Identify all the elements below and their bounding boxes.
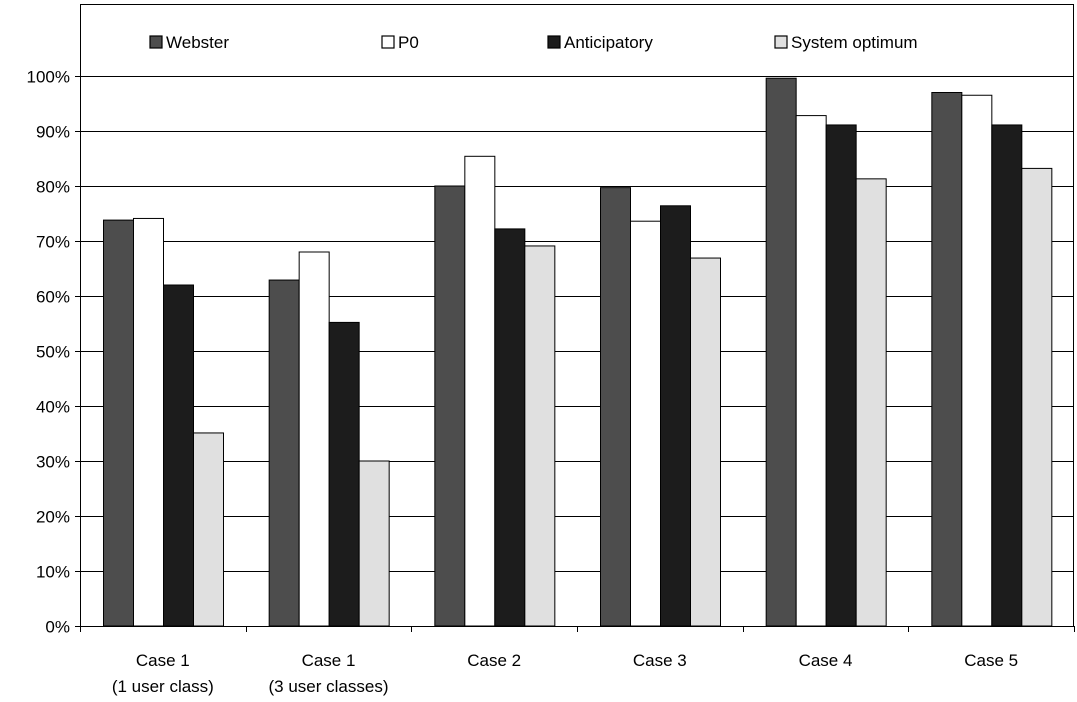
y-tick-label: 100%: [27, 68, 70, 87]
bar: [163, 284, 194, 627]
bar: [855, 178, 887, 627]
bar: [825, 124, 857, 627]
y-tick-label: 30%: [36, 453, 70, 472]
bar: [268, 279, 300, 627]
x-tick-label: (3 user classes): [269, 677, 389, 696]
bar: [524, 245, 556, 627]
bar: [298, 251, 330, 627]
bar: [991, 124, 1023, 627]
bars: [103, 77, 1053, 627]
legend-swatch: [381, 35, 395, 49]
x-tick-label: Case 3: [633, 651, 687, 670]
bar: [931, 92, 963, 627]
legend-swatch: [149, 35, 163, 49]
chart-frame: [80, 4, 1074, 626]
gridlines: [80, 76, 1074, 572]
legend-label: Webster: [166, 33, 229, 52]
bar: [358, 460, 390, 627]
bar: [600, 187, 631, 627]
x-tick-label: (1 user class): [112, 677, 214, 696]
y-axis: 0% 10% 20% 30% 40% 50% 60% 70% 80% 90% 100%: [27, 4, 81, 637]
bar: [464, 155, 496, 627]
bar: [193, 432, 224, 627]
bar: [494, 228, 526, 627]
x-tick-label: Case 1: [302, 651, 356, 670]
x-tick-label: Case 1: [136, 651, 190, 670]
legend-swatch: [547, 35, 561, 49]
x-tick-label: Case 2: [467, 651, 521, 670]
x-axis: Case 1 (1 user class) Case 1 (3 user classe…: [80, 626, 1075, 696]
y-tick-label: 20%: [36, 508, 70, 527]
bar: [434, 185, 466, 627]
y-tick-label: 90%: [36, 123, 70, 142]
legend-label: P0: [398, 33, 419, 52]
legend-swatch: [774, 35, 788, 49]
bar: [630, 220, 661, 627]
legend-label: Anticipatory: [564, 33, 653, 52]
bar: [103, 219, 134, 627]
y-tick-label: 40%: [36, 398, 70, 417]
legend-label: System optimum: [791, 33, 918, 52]
y-tick-label: 60%: [36, 288, 70, 307]
x-tick-label: Case 5: [964, 651, 1018, 670]
bar: [328, 321, 360, 627]
y-tick-label: 70%: [36, 233, 70, 252]
bar: [765, 77, 797, 627]
x-tick-label: Case 4: [799, 651, 853, 670]
y-tick-label: 10%: [36, 563, 70, 582]
bar: [1021, 167, 1053, 627]
bar: [660, 205, 691, 627]
legend: Webster P0 Anticipatory System optimum: [149, 33, 918, 52]
bar: [690, 257, 721, 627]
y-tick-label: 80%: [36, 178, 70, 197]
y-tick-label: 50%: [36, 343, 70, 362]
bar: [795, 115, 827, 627]
y-tick-label: 0%: [45, 618, 70, 637]
bar: [133, 217, 164, 627]
bar: [961, 94, 993, 627]
